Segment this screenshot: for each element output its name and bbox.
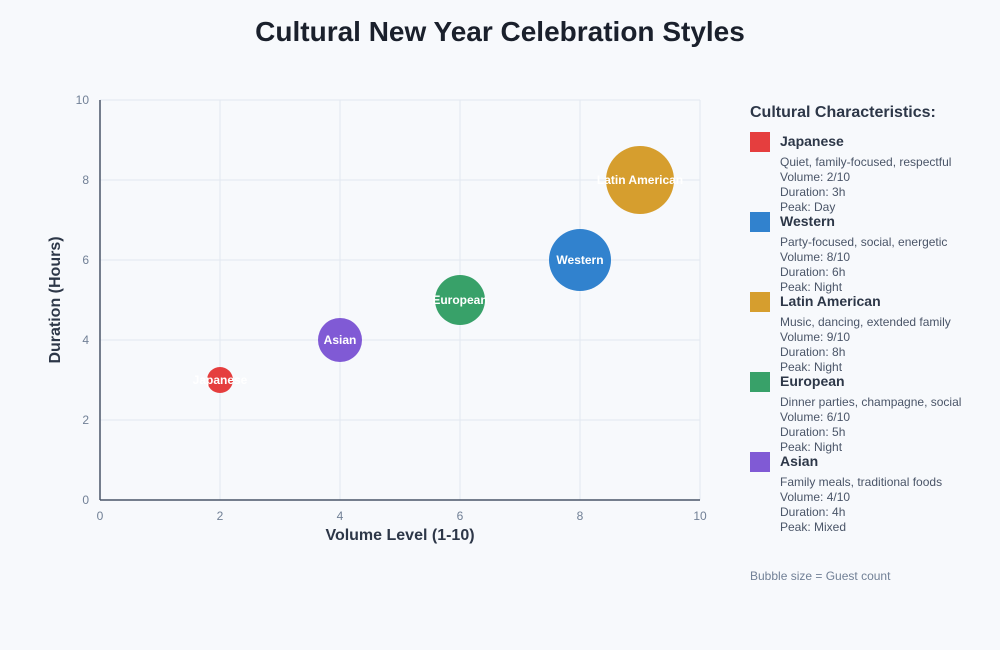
chart-title: Cultural New Year Celebration Styles (255, 16, 745, 47)
legend-item-name: Asian (780, 453, 819, 469)
y-tick-label: 8 (82, 173, 89, 187)
x-tick-label: 10 (693, 509, 707, 523)
y-tick-label: 10 (76, 93, 90, 107)
legend-item-peak: Peak: Mixed (780, 520, 847, 534)
legend-swatch (750, 212, 770, 232)
legend-item-duration: Duration: 4h (780, 505, 846, 519)
legend-item-volume: Volume: 8/10 (780, 250, 851, 264)
legend-item-volume: Volume: 2/10 (780, 170, 851, 184)
legend-item-peak: Peak: Day (780, 200, 836, 214)
legend-item-volume: Volume: 4/10 (780, 490, 851, 504)
legend-item-asian: Asian Family meals, traditional foods Vo… (750, 452, 990, 534)
legend-item-peak: Peak: Night (780, 360, 843, 374)
legend-swatch (750, 452, 770, 472)
x-tick-label: 8 (577, 509, 584, 523)
bubble-label: Latin American (597, 173, 683, 187)
x-tick-label: 4 (337, 509, 344, 523)
legend-item-peak: Peak: Night (780, 440, 843, 454)
bubble-japanese (207, 367, 233, 393)
bubble-label: European (432, 293, 487, 307)
bubble-western (549, 229, 611, 291)
legend-item-duration: Duration: 6h (780, 265, 846, 279)
legend-item-description: Quiet, family-focused, respectful (780, 155, 952, 169)
legend-item-japanese: Japanese Quiet, family-focused, respectf… (750, 132, 990, 214)
legend-item-duration: Duration: 8h (780, 345, 846, 359)
legend-item-duration: Duration: 3h (780, 185, 846, 199)
bubble-label: Western (556, 253, 603, 267)
x-tick-label: 0 (97, 509, 104, 523)
y-tick-label: 0 (82, 493, 89, 507)
bubble-size-note: Bubble size = Guest count (750, 569, 891, 583)
legend-item-description: Dinner parties, champagne, social (780, 395, 962, 409)
legend-swatch (750, 292, 770, 312)
bubble-asian (318, 318, 362, 362)
bubble-label: Asian (324, 333, 357, 347)
legend-item-name: European (780, 373, 845, 389)
x-axis-label: Volume Level (1-10) (325, 527, 474, 544)
legend-item-description: Family meals, traditional foods (780, 475, 943, 489)
legend-item-peak: Peak: Night (780, 280, 843, 294)
legend-item-volume: Volume: 9/10 (780, 330, 851, 344)
legend-item-western: Western Party-focused, social, energetic… (750, 212, 990, 294)
legend-swatch (750, 372, 770, 392)
x-tick-label: 6 (457, 509, 464, 523)
legend-item-name: Japanese (780, 133, 844, 149)
legend-item-duration: Duration: 5h (780, 425, 846, 439)
legend: Cultural Characteristics: Japanese Quiet… (750, 104, 990, 534)
y-tick-label: 6 (82, 253, 89, 267)
legend-item-description: Party-focused, social, energetic (780, 235, 948, 249)
bubble-european (435, 275, 485, 325)
bubble-label: Japanese (193, 373, 248, 387)
legend-item-description: Music, dancing, extended family (780, 315, 951, 329)
y-tick-label: 2 (82, 413, 89, 427)
legend-item-name: Latin American (780, 293, 881, 309)
y-axis-label: Duration (Hours) (47, 236, 64, 363)
legend-title: Cultural Characteristics: (750, 104, 936, 121)
x-tick-label: 2 (217, 509, 224, 523)
bubble-latin-american (606, 146, 674, 214)
legend-item-latin-american: Latin American Music, dancing, extended … (750, 292, 990, 374)
legend-item-volume: Volume: 6/10 (780, 410, 851, 424)
legend-swatch (750, 132, 770, 152)
y-tick-label: 4 (82, 333, 89, 347)
legend-item-european: European Dinner parties, champagne, soci… (750, 372, 990, 454)
legend-item-name: Western (780, 213, 835, 229)
